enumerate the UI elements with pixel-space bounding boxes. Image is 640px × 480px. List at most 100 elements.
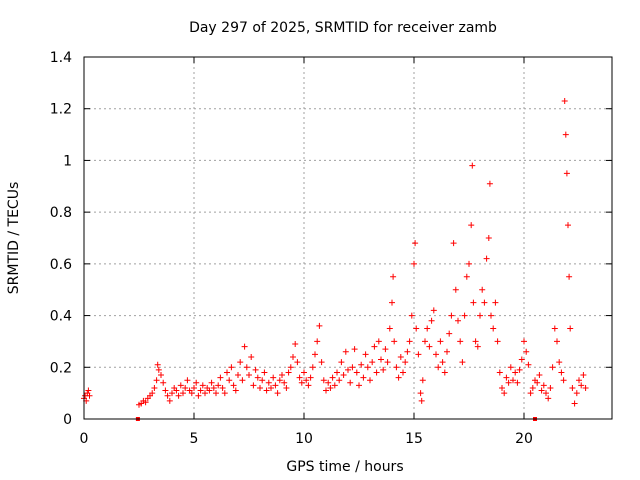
data-point	[393, 364, 400, 371]
data-point	[428, 317, 435, 324]
data-point	[402, 359, 409, 366]
data-point	[345, 366, 351, 373]
data-point	[547, 384, 554, 391]
data-point	[380, 366, 387, 373]
data-point	[404, 348, 411, 355]
data-point	[182, 384, 189, 391]
data-point	[472, 338, 479, 345]
data-point	[325, 379, 332, 386]
data-point	[411, 260, 417, 267]
data-point	[412, 240, 419, 247]
data-point	[162, 387, 169, 394]
data-point	[549, 364, 556, 371]
y-tick-label: 0.6	[50, 257, 72, 273]
data-point	[413, 325, 420, 332]
data-point	[525, 361, 532, 368]
data-point	[540, 382, 547, 389]
data-point	[406, 338, 413, 345]
data-point	[210, 384, 217, 391]
data-point	[142, 399, 149, 406]
data-point	[395, 374, 402, 381]
data-point	[503, 374, 510, 381]
data-point	[446, 330, 453, 337]
data-point	[149, 390, 156, 397]
data-point	[213, 390, 219, 397]
data-point	[164, 392, 171, 399]
data-point	[301, 369, 307, 376]
data-point	[248, 353, 255, 360]
data-point	[334, 369, 340, 376]
tick-labels: 0 5 10 15 20 0 0.2 0.4 0.6 0.8 1 1.2 1.4	[50, 50, 533, 447]
data-point	[197, 387, 204, 394]
data-point	[512, 369, 519, 376]
data-point	[450, 240, 457, 247]
data-point	[241, 343, 248, 350]
data-point	[351, 346, 358, 353]
grid	[84, 57, 612, 419]
data-point	[543, 390, 549, 397]
data-point	[510, 377, 516, 384]
data-point	[232, 387, 239, 394]
data-point	[479, 286, 486, 293]
data-point	[527, 390, 534, 397]
data-point	[202, 390, 208, 397]
data-point	[265, 379, 272, 386]
data-point	[551, 325, 558, 332]
data-point	[155, 366, 162, 373]
data-point	[85, 387, 92, 394]
data-point	[384, 359, 391, 366]
data-point	[274, 390, 281, 397]
data-point	[389, 299, 395, 306]
data-point	[252, 366, 259, 373]
data-point	[206, 387, 213, 394]
data-point	[375, 338, 382, 345]
data-point	[237, 359, 244, 366]
data-point	[417, 390, 424, 397]
data-point	[336, 377, 343, 384]
data-point	[536, 372, 543, 379]
data-point	[516, 366, 523, 373]
data-point	[424, 325, 431, 332]
data-point	[483, 255, 490, 262]
data-point	[154, 361, 161, 368]
data-point	[318, 359, 325, 366]
data-point	[230, 382, 237, 389]
data-point	[151, 384, 158, 391]
data-point	[507, 364, 514, 371]
y-tick-label: 0	[63, 412, 72, 428]
data-point	[408, 312, 415, 319]
data-point	[224, 369, 230, 376]
data-point	[303, 377, 310, 384]
data-point	[439, 359, 446, 366]
data-point	[486, 180, 493, 187]
data-point	[556, 359, 563, 366]
x-tick-label: 5	[190, 431, 199, 447]
data-point	[371, 343, 378, 350]
data-point	[312, 351, 318, 358]
x-tick-label: 0	[80, 431, 89, 447]
data-point	[430, 307, 437, 314]
data-point	[400, 369, 406, 376]
data-point	[444, 348, 450, 355]
data-point	[215, 382, 222, 389]
y-tick-label: 0.4	[50, 309, 72, 325]
data-point	[257, 384, 263, 391]
data-point	[279, 372, 285, 379]
data-point	[578, 382, 585, 389]
data-point	[195, 392, 202, 399]
x-tick-label: 10	[295, 431, 313, 447]
data-point	[494, 338, 501, 345]
y-tick-label: 1	[63, 153, 72, 169]
data-point	[362, 351, 369, 358]
data-point	[582, 384, 589, 391]
data-point	[554, 338, 560, 345]
data-point	[285, 369, 292, 376]
data-point	[521, 338, 527, 345]
plot-frame	[83, 56, 613, 420]
data-point	[254, 374, 261, 381]
data-point	[463, 273, 470, 280]
data-point	[272, 382, 279, 389]
data-point	[261, 369, 268, 376]
data-point	[466, 260, 472, 267]
data-point	[567, 325, 574, 332]
